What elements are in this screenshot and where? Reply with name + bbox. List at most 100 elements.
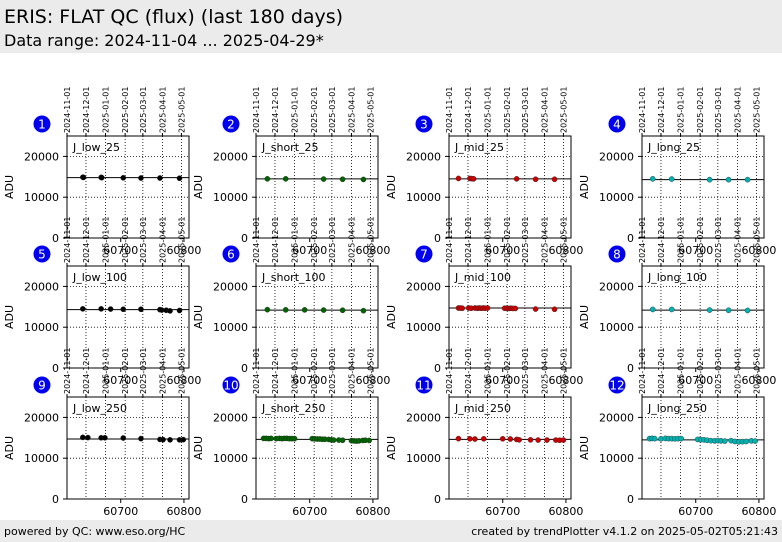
data-point — [507, 436, 514, 442]
y-axis-label: ADU — [192, 305, 205, 329]
date-tick-label: 2025-04-01 — [540, 217, 549, 264]
y-tick-label: 20000 — [406, 411, 441, 424]
data-point — [455, 435, 462, 442]
plot-frame — [66, 265, 190, 369]
date-tick-label: 2025-03-01 — [714, 87, 723, 134]
date-tick-label: 2025-04-01 — [540, 348, 549, 395]
page-subtitle: Data range: 2024-11-04 ... 2025-04-29* — [4, 31, 324, 50]
data-point — [157, 175, 163, 181]
data-point — [120, 435, 127, 441]
panel-number: 1 — [38, 118, 46, 132]
data-point — [301, 307, 308, 313]
chart-panel-5: 0 10000 20000 60700 60800 2024-11-01 2024-12-0… — [3, 217, 201, 388]
date-tick-label: 2025-01-01 — [102, 348, 111, 395]
date-tick-label: 2025-03-01 — [328, 217, 337, 264]
data-point — [80, 306, 86, 312]
plot-frame — [66, 396, 190, 500]
panel-number-badge — [608, 115, 626, 133]
date-tick-label: 2024-11-01 — [63, 348, 72, 395]
panel-number-badge — [608, 245, 626, 263]
x-tick-label: 60800 — [166, 374, 201, 387]
panel-number-badge — [222, 376, 240, 394]
date-tick-label: 2025-04-01 — [733, 87, 742, 134]
data-point — [480, 436, 487, 442]
date-tick-label: 2024-11-01 — [445, 87, 454, 134]
date-tick-label: 2025-02-01 — [310, 87, 319, 134]
panel-label: J_long_250 — [647, 402, 707, 415]
date-tick-label: 2025-05-01 — [366, 217, 375, 264]
data-point — [551, 176, 558, 183]
date-tick-label: 2025-05-01 — [752, 348, 761, 395]
date-tick-label: 2024-12-01 — [464, 87, 473, 134]
date-tick-label: 2024-11-01 — [63, 87, 72, 134]
data-point — [85, 434, 91, 441]
data-point — [725, 307, 732, 314]
y-tick-label: 20000 — [599, 411, 634, 424]
panel-label: J_low_25 — [72, 141, 120, 154]
panel-number-badge — [608, 376, 626, 394]
data-point — [160, 436, 166, 443]
header-bar: ERIS: FLAT QC (flux) (last 180 days) Dat… — [0, 0, 782, 53]
data-point — [282, 176, 289, 182]
data-point — [180, 436, 187, 443]
panel-number: 9 — [38, 379, 46, 393]
data-point — [551, 306, 558, 313]
date-tick-label: 2025-05-01 — [559, 217, 568, 264]
date-tick-label: 2025-03-01 — [328, 87, 337, 134]
date-tick-label: 2025-05-01 — [559, 348, 568, 395]
date-tick-label: 2024-12-01 — [271, 348, 280, 395]
y-tick-label: 10000 — [24, 452, 59, 465]
y-axis-label: ADU — [3, 305, 16, 329]
data-point — [532, 306, 539, 312]
panel-number-badge — [415, 245, 433, 263]
y-tick-label: 10000 — [406, 191, 441, 204]
data-point — [544, 437, 550, 443]
data-point — [320, 176, 327, 182]
data-point — [320, 307, 327, 313]
plot-frame — [255, 396, 379, 500]
y-tick-label: 20000 — [213, 150, 248, 163]
data-point — [668, 306, 675, 313]
footer-credit[interactable]: powered by QC: www.eso.org/HC — [4, 525, 186, 538]
data-point — [176, 307, 183, 314]
panel-number: 10 — [223, 379, 238, 393]
plot-frame — [448, 396, 572, 500]
panel-label: J_mid_100 — [454, 271, 511, 284]
panel-label: J_long_25 — [647, 141, 700, 154]
data-point — [138, 435, 144, 442]
data-point — [649, 306, 656, 313]
x-tick-label: 60700 — [103, 244, 138, 257]
panel-number: 2 — [227, 118, 235, 132]
date-tick-label: 2024-11-01 — [445, 348, 454, 395]
data-point — [339, 437, 346, 444]
date-tick-label: 2025-03-01 — [714, 348, 723, 395]
date-tick-label: 2024-11-01 — [252, 217, 261, 264]
plot-frame — [255, 135, 379, 239]
date-tick-label: 2025-02-01 — [503, 87, 512, 134]
y-tick-label: 10000 — [599, 321, 634, 334]
data-point — [455, 175, 462, 182]
y-tick-label: 0 — [52, 362, 59, 375]
x-tick-label: 60800 — [741, 374, 776, 387]
x-tick-label: 60700 — [103, 505, 138, 518]
date-tick-label: 2025-02-01 — [121, 348, 130, 395]
y-tick-label: 20000 — [24, 411, 59, 424]
panel-number-badge — [415, 376, 433, 394]
date-tick-label: 2025-05-01 — [559, 87, 568, 134]
date-tick-label: 2025-05-01 — [177, 348, 186, 395]
date-tick-label: 2025-05-01 — [752, 217, 761, 264]
plot-frame — [255, 265, 379, 369]
y-axis-label: ADU — [578, 436, 591, 460]
date-tick-label: 2025-02-01 — [503, 348, 512, 395]
date-tick-label: 2025-05-01 — [752, 87, 761, 134]
date-tick-label: 2025-01-01 — [291, 348, 300, 395]
y-axis-label: ADU — [192, 436, 205, 460]
panel-number: 6 — [227, 248, 235, 262]
y-tick-label: 0 — [241, 493, 248, 506]
date-tick-label: 2025-01-01 — [102, 217, 111, 264]
date-tick-label: 2025-01-01 — [677, 87, 686, 134]
panel-number-badge — [33, 376, 51, 394]
date-tick-label: 2025-01-01 — [677, 348, 686, 395]
date-tick-label: 2024-11-01 — [638, 87, 647, 134]
date-tick-label: 2024-11-01 — [252, 87, 261, 134]
